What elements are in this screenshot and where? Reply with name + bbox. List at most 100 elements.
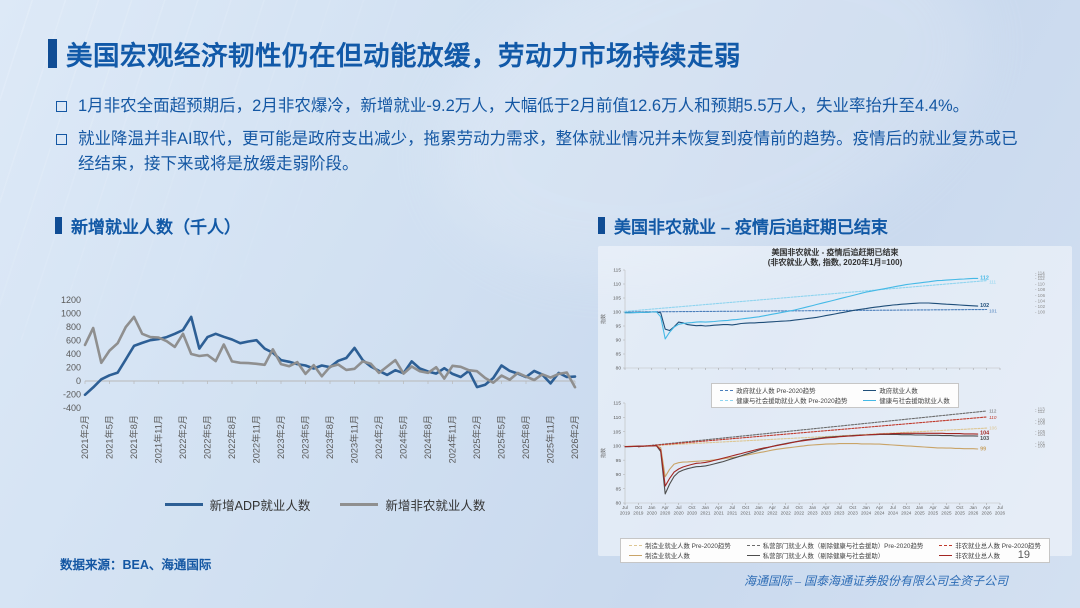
y-tick-label: 1200 <box>61 295 81 305</box>
y-tick-label: 115 <box>613 268 621 274</box>
y-tick-label: 80 <box>616 501 622 507</box>
x-tick-label: 2025年11月 <box>545 415 556 463</box>
right-axis-tick-label: - 108 <box>1035 287 1046 292</box>
x-tick-label: Apr 2022 <box>767 505 778 516</box>
bullet-list: 1月非农全面超预期后，2月非农爆冷，新增就业-9.2万人，大幅低于2月前值12.… <box>56 94 1021 185</box>
x-tick-label: 2021年5月 <box>104 415 115 459</box>
legend-line-swatch <box>629 555 643 556</box>
x-tick-label: Jan 2021 <box>700 505 711 516</box>
x-tick-label: 2021年2月 <box>79 415 90 459</box>
series-line-0 <box>624 308 988 313</box>
legend-label: 政府就业人数 Pre-2020趋势 <box>736 388 816 395</box>
page-title: 美国宏观经济韧性仍在但动能放缓，劳动力市场持续走弱 <box>66 41 741 71</box>
x-tick-label: Jan 2022 <box>754 505 765 516</box>
bullet-item: 1月非农全面超预期后，2月非农爆冷，新增就业-9.2万人，大幅低于2月前值12.… <box>56 94 1021 120</box>
y-tick-label: -200 <box>63 390 81 400</box>
y-tick-label: 200 <box>66 363 81 373</box>
x-tick-label: Apr 2025 <box>928 505 939 516</box>
x-tick-label: Oct 2022 <box>794 505 805 516</box>
series-end-label: 102 <box>980 303 989 309</box>
legend-line-swatch <box>939 555 953 556</box>
right-axis-tick-label: - 108 <box>1035 421 1046 426</box>
x-tick-label: Oct 2025 <box>955 505 966 516</box>
x-tick-label: Jan 2020 <box>647 505 658 516</box>
right-axis-tick-label: - 105 <box>1035 429 1046 434</box>
x-tick-label: Jul 2024 <box>888 505 899 516</box>
right-axis-tick-label: - 114 <box>1035 270 1045 275</box>
right-axis-tick-label: - 110 <box>1035 282 1045 287</box>
right-axis-tick-label: - 101 <box>1035 441 1046 446</box>
y-tick-label: 85 <box>616 352 622 358</box>
y-tick-label: 105 <box>613 296 621 302</box>
y-tick-label: 95 <box>616 324 622 330</box>
x-tick-label: 2024年2月 <box>373 415 384 459</box>
legend-line-swatch <box>863 400 877 401</box>
right-axis-tick-label: - 106 <box>1035 293 1046 298</box>
legend-label: 制造业就业人数 Pre-2020趋势 <box>645 543 731 550</box>
legend-label: 新增ADP就业人数 <box>209 499 311 513</box>
legend-item: 健康与社会援助就业人数 <box>863 396 950 405</box>
x-tick-label: Jul 2022 <box>781 505 792 516</box>
x-tick-label: Oct 2021 <box>740 505 751 516</box>
legend-label: 私营部门就业人数（剔除健康与社会援助） <box>762 553 885 560</box>
inner-chart-title-line2: (非农就业人数, 指数, 2020年1月=100) <box>767 258 903 268</box>
y-tick-label: 105 <box>613 429 621 435</box>
right-axis-tick-label: - 109 <box>1035 418 1046 423</box>
bullet-item: 就业降温并非AI取代，更可能是政府支出减少，拖累劳动力需求，整体就业情况并未恢复… <box>56 127 1021 178</box>
right-axis-tick-label: - 100 <box>1035 310 1046 315</box>
right-axis-tick-label: - 102 <box>1035 304 1046 309</box>
x-tick-label: 2021年11月 <box>153 415 164 463</box>
x-tick-label: Oct 2023 <box>848 505 859 516</box>
legend-line-swatch <box>720 390 734 391</box>
series-line-0 <box>637 427 988 447</box>
y-tick-label: 400 <box>66 349 81 359</box>
right-axis-tick-label: - 112 <box>1035 409 1045 414</box>
x-tick-label: Oct 2019 <box>633 505 644 516</box>
legend-line-swatch <box>720 400 734 401</box>
series-line-5 <box>624 432 979 487</box>
x-tick-label: Jul 2020 <box>673 505 684 516</box>
series-line-3 <box>624 277 979 340</box>
government-health-index-chart: 80 85 90 95 100 105 110 115 - 100- 102- 104- 106… <box>600 268 1046 372</box>
y-tick-label: 95 <box>616 458 622 464</box>
legend-label: 非农就业总人数 Pre-2020趋势 <box>955 543 1041 550</box>
x-tick-label: 2024年5月 <box>398 415 409 459</box>
y-axis-title: 指数 <box>600 314 607 324</box>
legend-label: 健康与社会援助就业人数 Pre-2020趋势 <box>736 398 848 405</box>
y-tick-label: -400 <box>63 403 81 413</box>
legend-item: 私营部门就业人数（剔除健康与社会援助） <box>746 551 924 560</box>
series-end-label: 101 <box>989 308 997 313</box>
x-tick-label: Jul 2025 <box>941 505 952 516</box>
bottom-chart-legend-box: 制造业就业人数 Pre-2020趋势 私营部门就业人数（剔除健康与社会援助）Pre… <box>598 538 1072 563</box>
company-footer: 海通国际 – 国泰海通证券股份有限公司全资子公司 <box>743 574 1008 588</box>
data-source: 数据来源：BEA、海通国际 <box>60 558 212 572</box>
y-tick-label: 100 <box>613 310 621 316</box>
legend-item: 非农就业总人数 Pre-2020趋势 <box>939 541 1041 550</box>
left-section-header: 新增就业人数（千人） <box>55 213 595 238</box>
inner-chart-title-line1: 美国非农就业 - 疫情后追赶期已结束 <box>771 248 899 257</box>
right-axis-tick-label: - 113 <box>1035 406 1045 411</box>
y-tick-label: 80 <box>616 366 622 372</box>
page-number: 19 <box>1017 549 1030 561</box>
x-tick-label: Apr 2026 <box>981 505 992 516</box>
series-line-1 <box>624 280 988 312</box>
x-tick-label: 2025年2月 <box>471 415 482 459</box>
left-section-title: 新增就业人数（千人） <box>71 218 241 237</box>
y-tick-label: 115 <box>613 401 621 407</box>
right-axis-tick-label: - 112 <box>1035 276 1045 281</box>
bottom-chart-legend: 制造业就业人数 Pre-2020趋势 私营部门就业人数（剔除健康与社会援助）Pre… <box>620 538 1050 563</box>
x-tick-label: 2023年5月 <box>300 415 311 459</box>
x-tick-label: Apr 2020 <box>660 505 671 516</box>
series-end-label: 111 <box>989 280 996 285</box>
legend-item: 制造业就业人数 Pre-2020趋势 <box>629 541 731 550</box>
x-tick-label: Jan 2025 <box>915 505 926 516</box>
x-tick-label: Oct 2024 <box>901 505 912 516</box>
y-tick-label: 600 <box>66 336 81 346</box>
x-tick-label: 2023年2月 <box>275 415 286 459</box>
y-tick-label: 90 <box>616 472 622 478</box>
legend-line-swatch <box>939 545 953 546</box>
x-tick-label: Jul 2019 <box>620 505 631 516</box>
x-tick-label: Apr 2021 <box>714 505 725 516</box>
top-chart-legend-box: 政府就业人数 Pre-2020趋势 政府就业人数 健康与社会援助就业人数 Pre-2… <box>598 383 1072 408</box>
